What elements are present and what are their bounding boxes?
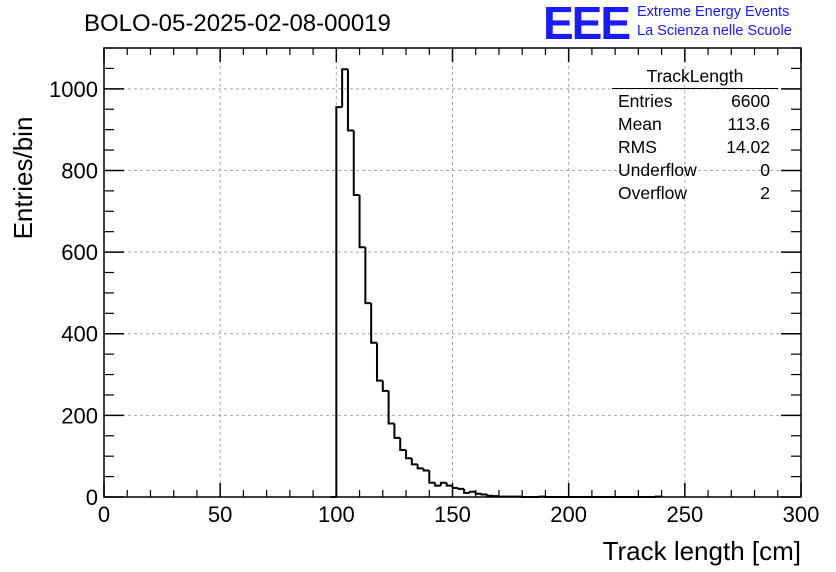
stats-row-rms: RMS 14.02 bbox=[612, 136, 778, 159]
histogram-bin bbox=[486, 494, 494, 497]
x-tick-label: 0 bbox=[98, 502, 110, 527]
histogram-bin bbox=[457, 487, 465, 490]
stats-row-underflow: Underflow 0 bbox=[612, 159, 778, 182]
y-tick-label: 800 bbox=[61, 158, 98, 183]
stats-row-mean: Mean 113.6 bbox=[612, 113, 778, 136]
histogram-bin bbox=[341, 68, 348, 108]
histogram-bin bbox=[352, 130, 360, 196]
histogram-bin bbox=[428, 470, 436, 484]
histogram-bin bbox=[480, 493, 488, 496]
stats-row-overflow: Overflow 2 bbox=[612, 182, 778, 205]
logo-caption: Extreme Energy Events La Scienza nelle S… bbox=[637, 3, 792, 41]
y-tick-label: 400 bbox=[61, 322, 98, 347]
eee-logo: EEE bbox=[543, 0, 631, 49]
histogram-bin bbox=[381, 380, 389, 392]
stats-value: 113.6 bbox=[727, 114, 771, 134]
y-tick-label: 200 bbox=[61, 403, 98, 428]
histogram-bin bbox=[405, 450, 412, 460]
stats-value: 14.02 bbox=[726, 137, 770, 157]
stats-label: Underflow bbox=[618, 160, 697, 180]
y-tick-label: 1000 bbox=[49, 77, 98, 102]
stats-label: Entries bbox=[618, 91, 673, 111]
plot-frame bbox=[103, 47, 802, 498]
histogram-bin bbox=[474, 491, 482, 495]
stats-label: RMS bbox=[618, 137, 657, 157]
histogram-bin bbox=[387, 390, 395, 425]
histogram-bin bbox=[463, 488, 470, 494]
histogram-bin bbox=[422, 468, 430, 472]
stats-value: 6600 bbox=[731, 91, 770, 111]
histogram-bin bbox=[335, 106, 343, 497]
histogram-bin bbox=[370, 303, 377, 344]
x-tick-label: 100 bbox=[318, 502, 355, 527]
stats-row-entries: Entries 6600 bbox=[612, 90, 778, 113]
histogram-bin bbox=[364, 247, 372, 305]
histogram-bin bbox=[375, 342, 383, 382]
tick-labels: 0 50 100 150 200 250 300 0 200 400 600 800 1000 bbox=[49, 77, 819, 527]
histogram-bin bbox=[410, 458, 418, 466]
histogram-bin bbox=[468, 490, 476, 493]
histogram-bin bbox=[399, 437, 407, 452]
x-axis-label: Track length [cm] bbox=[603, 536, 801, 566]
stats-value: 0 bbox=[760, 160, 770, 180]
histogram-bin bbox=[451, 485, 459, 490]
stats-value: 2 bbox=[760, 183, 770, 203]
x-tick-label: 150 bbox=[434, 502, 471, 527]
y-axis-label: Entries/bin bbox=[8, 117, 38, 240]
x-tick-label: 50 bbox=[208, 502, 232, 527]
stats-label: Overflow bbox=[618, 183, 688, 203]
y-tick-label: 600 bbox=[61, 240, 98, 265]
histogram-bin bbox=[393, 423, 401, 439]
x-tick-label: 300 bbox=[783, 502, 820, 527]
stats-title: TrackLength bbox=[612, 66, 778, 89]
histogram-bin bbox=[358, 194, 366, 249]
x-tick-label: 250 bbox=[666, 502, 703, 527]
logo-caption-line2: La Scienza nelle Scuole bbox=[637, 23, 792, 39]
histogram-bin bbox=[445, 482, 453, 487]
logo-caption-line1: Extreme Energy Events bbox=[637, 4, 790, 20]
histogram-bin bbox=[439, 481, 447, 486]
x-tick-label: 200 bbox=[550, 502, 587, 527]
run-title: BOLO-05-2025-02-08-00019 bbox=[84, 10, 391, 37]
histogram-bin bbox=[416, 464, 424, 470]
stats-box: TrackLength Entries 6600 Mean 113.6 RMS … bbox=[612, 66, 778, 205]
histogram-bin bbox=[434, 482, 441, 487]
stats-label: Mean bbox=[618, 114, 662, 134]
histogram-bin bbox=[346, 69, 354, 132]
y-tick-label: 0 bbox=[86, 485, 98, 510]
